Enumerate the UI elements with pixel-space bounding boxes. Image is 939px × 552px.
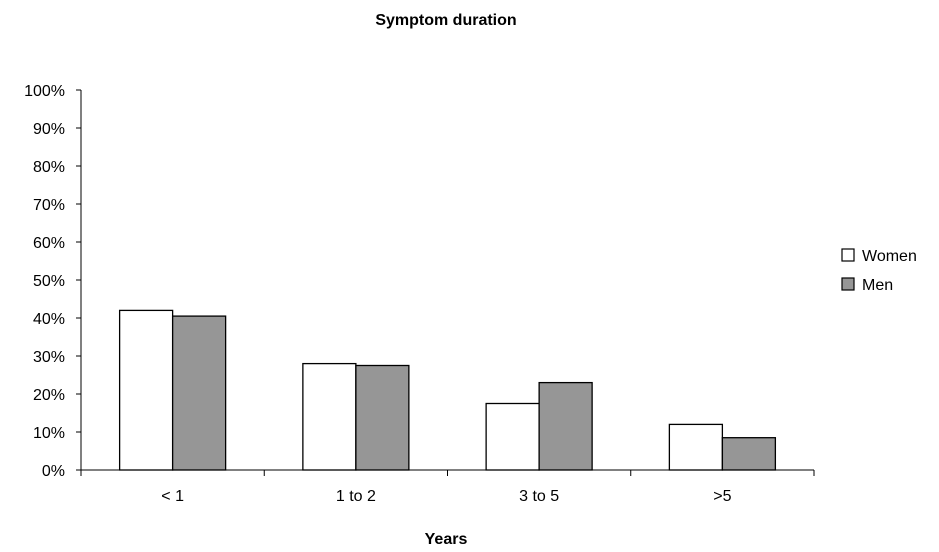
- legend-label-women: Women: [862, 248, 917, 265]
- x-tick-label: < 1: [161, 488, 184, 505]
- y-tick-label: 50%: [33, 273, 65, 290]
- chart-title: Symptom duration: [375, 12, 516, 29]
- y-tick-label: 60%: [33, 235, 65, 252]
- y-tick-label: 80%: [33, 159, 65, 176]
- bar-women-2: [485, 402, 540, 471]
- x-tick-label: 1 to 2: [336, 488, 376, 505]
- bar-women-3: [668, 423, 724, 471]
- bar-men-0: [171, 315, 227, 471]
- x-tick-label: >5: [713, 488, 731, 505]
- y-tick-label: 20%: [33, 387, 65, 404]
- y-tick-label: 0%: [42, 463, 65, 480]
- x-tick-label: 3 to 5: [519, 488, 559, 505]
- x-axis-title: Years: [425, 531, 468, 548]
- y-tick-label: 90%: [33, 121, 65, 138]
- bar-women-1: [302, 362, 357, 471]
- bar-men-3: [721, 437, 777, 471]
- bar-men-2: [538, 381, 593, 471]
- legend-swatch-women: [841, 248, 855, 262]
- y-axis: 0% 10% 20% 30% 40% 50% 60% 70% 80% 90% 100%: [24, 83, 82, 480]
- y-tick-label: 100%: [24, 83, 65, 100]
- y-tick-label: 40%: [33, 311, 65, 328]
- legend-label-men: Men: [862, 277, 893, 294]
- bars: [118, 309, 777, 471]
- legend-swatch-men: [841, 277, 855, 291]
- bar-men-1: [355, 364, 410, 471]
- legend: Women Men: [841, 248, 917, 294]
- y-tick-label: 10%: [33, 425, 65, 442]
- x-axis: < 1 1 to 2 3 to 5 >5: [80, 469, 815, 505]
- y-tick-label: 70%: [33, 197, 65, 214]
- y-tick-label: 30%: [33, 349, 65, 366]
- bar-women-0: [118, 309, 174, 471]
